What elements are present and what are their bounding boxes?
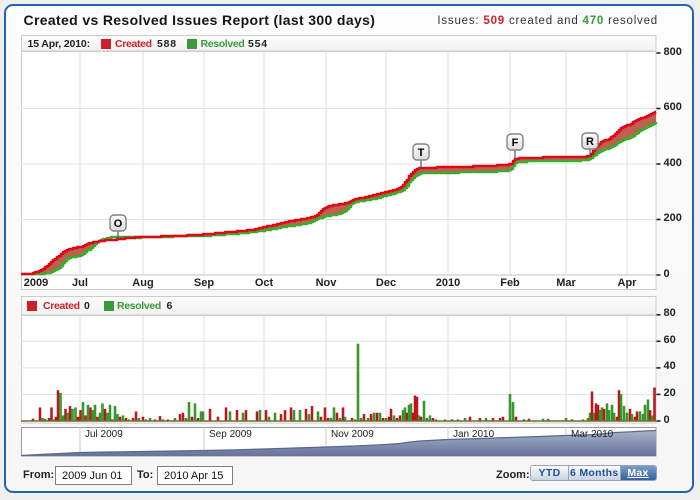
svg-text:T: T bbox=[418, 147, 425, 159]
svg-text:F: F bbox=[512, 137, 519, 149]
svg-text:R: R bbox=[586, 136, 594, 148]
svg-text:O: O bbox=[114, 218, 123, 230]
